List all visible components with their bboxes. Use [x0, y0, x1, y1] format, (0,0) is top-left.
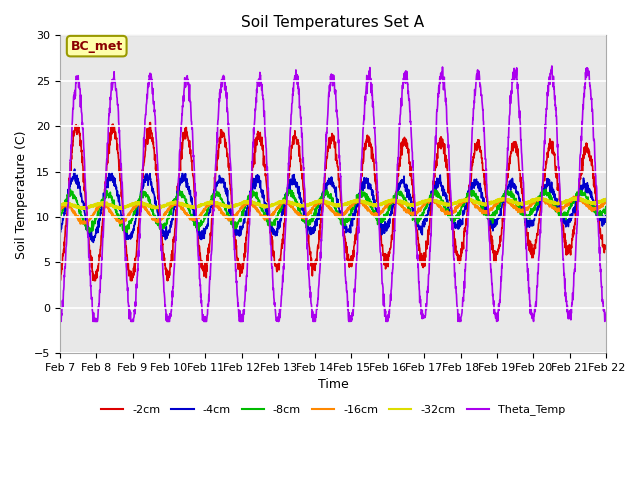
- -32cm: [349, 199, 356, 204]
- Theta_Temp: [602, 310, 610, 315]
- -2cm: [570, 229, 577, 235]
- -8cm: [209, 195, 216, 201]
- Theta_Temp: [361, 106, 369, 111]
- -8cm: [349, 205, 356, 211]
- Theta_Temp: [349, 313, 356, 319]
- -16cm: [575, 193, 582, 199]
- -4cm: [90, 240, 97, 245]
- -16cm: [554, 205, 562, 211]
- Line: -8cm: -8cm: [60, 189, 606, 232]
- -2cm: [349, 256, 357, 262]
- -32cm: [492, 198, 500, 204]
- -4cm: [209, 202, 216, 207]
- Theta_Temp: [56, 319, 63, 324]
- -4cm: [56, 229, 63, 235]
- -8cm: [492, 211, 500, 216]
- -16cm: [570, 197, 577, 203]
- X-axis label: Time: Time: [317, 378, 348, 392]
- Text: BC_met: BC_met: [70, 40, 123, 53]
- -4cm: [602, 218, 610, 224]
- Legend: -2cm, -4cm, -8cm, -16cm, -32cm, Theta_Temp: -2cm, -4cm, -8cm, -16cm, -32cm, Theta_Te…: [97, 400, 570, 420]
- -32cm: [570, 196, 577, 202]
- -16cm: [602, 197, 610, 203]
- -32cm: [572, 195, 579, 201]
- Theta_Temp: [554, 155, 562, 160]
- -16cm: [209, 200, 216, 206]
- Line: -32cm: -32cm: [60, 198, 606, 209]
- -16cm: [349, 201, 356, 207]
- -8cm: [86, 229, 93, 235]
- -8cm: [570, 197, 577, 203]
- -4cm: [570, 209, 577, 215]
- Y-axis label: Soil Temperature (C): Soil Temperature (C): [15, 130, 28, 259]
- -32cm: [209, 200, 216, 205]
- Theta_Temp: [492, 315, 499, 321]
- -16cm: [361, 202, 369, 207]
- -16cm: [56, 208, 63, 214]
- Theta_Temp: [570, 286, 577, 291]
- -2cm: [492, 252, 500, 258]
- -8cm: [56, 217, 63, 223]
- -32cm: [602, 196, 610, 202]
- -8cm: [542, 186, 550, 192]
- -16cm: [79, 221, 86, 227]
- -2cm: [147, 120, 154, 125]
- Theta_Temp: [548, 63, 556, 69]
- -16cm: [492, 202, 500, 207]
- Line: -4cm: -4cm: [60, 169, 606, 242]
- -4cm: [361, 176, 369, 181]
- Line: Theta_Temp: Theta_Temp: [60, 66, 606, 322]
- Theta_Temp: [208, 238, 216, 243]
- -32cm: [361, 199, 369, 205]
- -32cm: [81, 206, 88, 212]
- -2cm: [361, 144, 369, 150]
- -4cm: [555, 204, 563, 209]
- -4cm: [349, 211, 357, 216]
- -8cm: [555, 209, 563, 215]
- -32cm: [554, 201, 562, 207]
- -4cm: [492, 217, 500, 223]
- -2cm: [209, 206, 216, 212]
- Line: -2cm: -2cm: [60, 122, 606, 280]
- Line: -16cm: -16cm: [60, 196, 606, 224]
- -8cm: [361, 192, 369, 198]
- -2cm: [602, 245, 610, 251]
- -8cm: [602, 205, 610, 211]
- -2cm: [56, 277, 64, 283]
- Title: Soil Temperatures Set A: Soil Temperatures Set A: [241, 15, 424, 30]
- -32cm: [56, 203, 63, 208]
- -2cm: [555, 186, 563, 192]
- -2cm: [56, 277, 63, 283]
- -4cm: [71, 166, 79, 172]
